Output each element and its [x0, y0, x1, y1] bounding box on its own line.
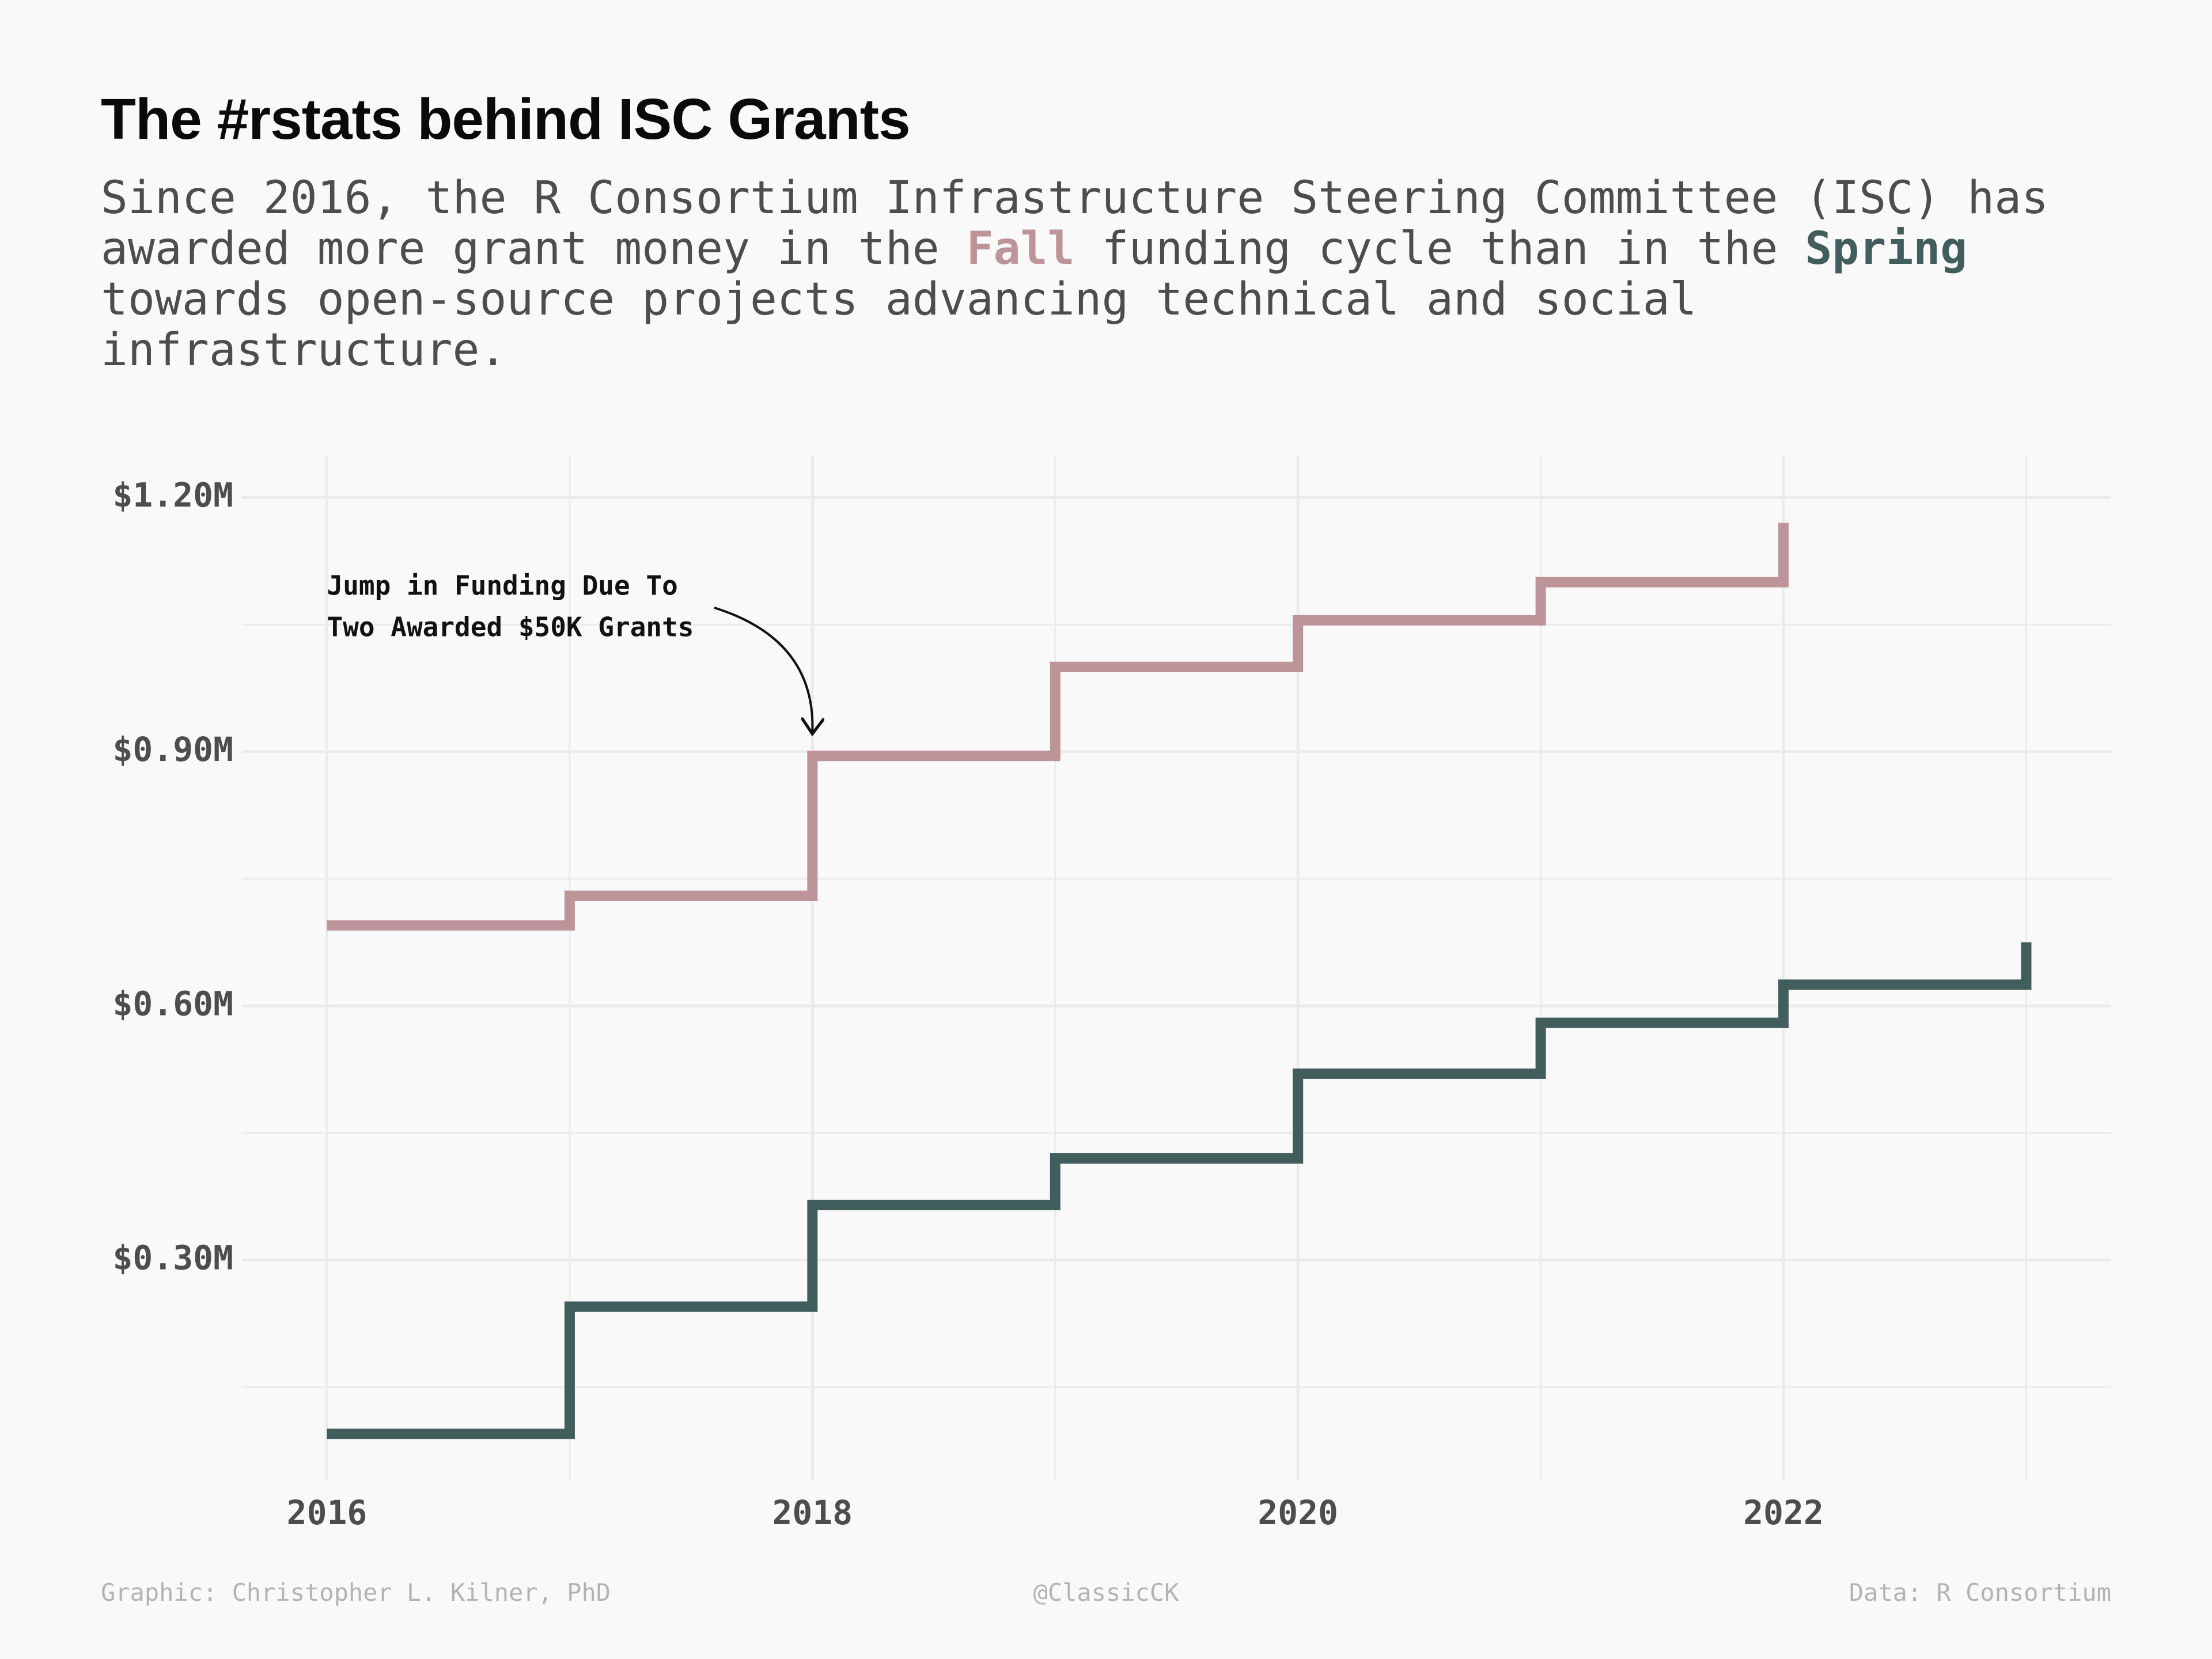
- footer-source: Data: R Consortium: [1849, 1578, 2111, 1607]
- x-tick-label: 2022: [1743, 1493, 1824, 1532]
- x-tick-label: 2018: [772, 1493, 853, 1532]
- y-tick-label: $0.60M: [112, 984, 233, 1023]
- subtitle-fall-highlight: Fall: [966, 223, 1075, 275]
- annotation: Jump in Funding Due To Two Awarded $50K G…: [327, 570, 813, 732]
- subtitle-text-1: Since 2016, the R Consortium Infrastruct…: [101, 172, 2049, 275]
- chart-title: The #rstats behind ISC Grants: [101, 87, 911, 151]
- chart-subtitle: Since 2016, the R Consortium Infrastruct…: [101, 173, 2117, 376]
- subtitle-text-3: towards open-source projects advancing t…: [101, 274, 1697, 376]
- footer-handle: @ClassicCK: [1033, 1578, 1179, 1607]
- series-line-spring: [327, 942, 2032, 1440]
- grid-lines: [242, 455, 2111, 1480]
- series-line-fall: [327, 522, 1789, 931]
- series-lines: [327, 522, 2032, 1440]
- annotation-arrow: [714, 607, 812, 732]
- y-tick-label: $0.30M: [112, 1238, 233, 1278]
- annotation-text: Jump in Funding Due To: [327, 570, 678, 601]
- y-tick-label: $1.20M: [112, 476, 233, 515]
- axis-labels: $0.30M $0.60M $0.90M $1.20M 2016 2018 2020 2022: [112, 476, 1823, 1532]
- x-tick-label: 2016: [287, 1493, 368, 1532]
- footer-credit: Graphic: Christopher L. Kilner, PhD: [101, 1578, 611, 1607]
- y-tick-label: $0.90M: [112, 730, 233, 769]
- subtitle-text-2: funding cycle than in the: [1074, 223, 1805, 275]
- annotation-text: Two Awarded $50K Grants: [327, 612, 694, 643]
- subtitle-spring-highlight: Spring: [1805, 223, 1968, 275]
- x-tick-label: 2020: [1257, 1493, 1338, 1532]
